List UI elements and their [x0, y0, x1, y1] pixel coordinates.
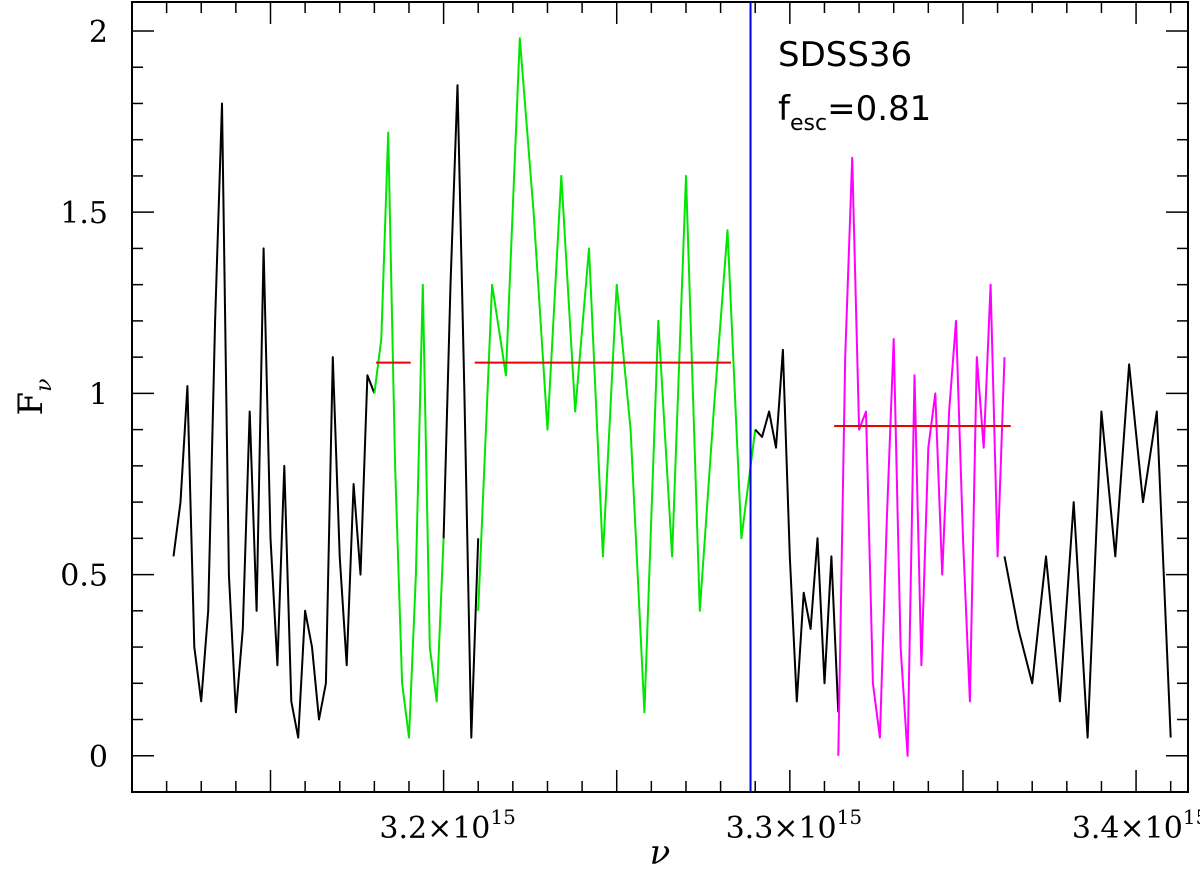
x-axis-label: ν — [650, 833, 671, 873]
x-tick-label-exponent: 15 — [490, 805, 515, 829]
x-tick-label-mantissa: 3.2×10 — [379, 811, 490, 846]
spectrum-segment — [442, 84, 480, 739]
fesc-value: =0.81 — [827, 89, 931, 129]
y-tick-label: 1 — [89, 377, 108, 412]
annotation-fesc: fesc=0.81 — [778, 89, 931, 136]
x-tick-label-exponent: 15 — [837, 805, 862, 829]
spectrum-segment — [837, 156, 1006, 757]
spectrum-segment — [373, 131, 445, 739]
mean-level-lines — [376, 361, 1011, 427]
x-tick-label: 3.3×1015 — [726, 805, 862, 846]
x-tick-label-mantissa: 3.3×10 — [726, 811, 837, 846]
x-tick-label: 3.4×1015 — [1072, 805, 1200, 846]
plot-frame — [131, 1, 1189, 793]
annotation-object-name: SDSS36 — [778, 35, 912, 75]
x-tick-label: 3.2×1015 — [379, 805, 515, 846]
x-tick-label-exponent: 15 — [1183, 805, 1200, 829]
x-tick-label-mantissa: 3.4×10 — [1072, 811, 1183, 846]
y-axis-label-sub: ν — [32, 379, 57, 392]
spectrum-segment — [754, 348, 840, 713]
y-axis-label: Fν — [11, 379, 57, 416]
y-tick-labels: 0 0.5 1 1.5 2 — [60, 15, 108, 775]
series-layer — [172, 37, 1172, 757]
spectrum-segment — [477, 37, 757, 714]
fesc-symbol: f — [778, 89, 791, 129]
spectrum-segment — [1003, 363, 1172, 739]
y-tick-label: 1.5 — [60, 196, 108, 231]
y-tick-label: 0.5 — [60, 559, 108, 594]
y-axis-label-main: F — [11, 392, 51, 416]
fesc-subscript: esc — [790, 111, 827, 136]
ticks — [131, 2, 1188, 793]
spectrum-segment — [172, 102, 376, 739]
y-tick-label: 2 — [89, 15, 108, 50]
y-tick-label: 0 — [89, 740, 108, 775]
